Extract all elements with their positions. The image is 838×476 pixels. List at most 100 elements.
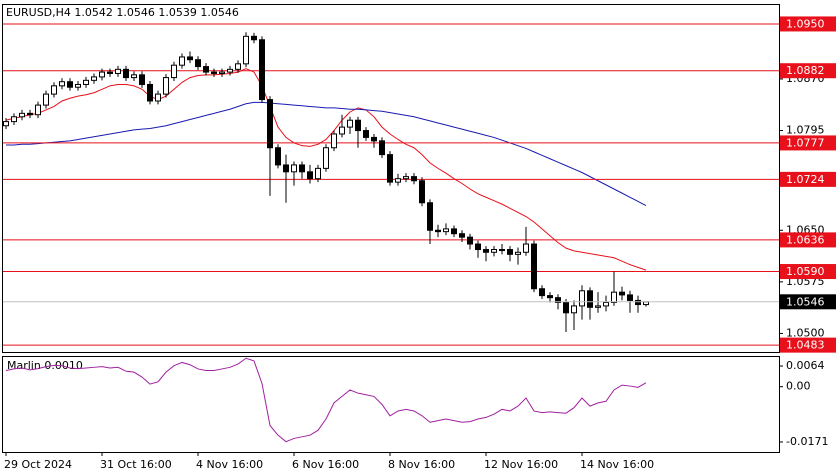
candle-body: [347, 119, 353, 128]
candle-body: [587, 290, 593, 308]
level-label: 1.0724: [786, 173, 825, 186]
candle-body: [331, 133, 337, 149]
level-label: 1.0882: [786, 64, 825, 77]
candle-body: [187, 56, 193, 61]
candle-body: [419, 180, 425, 204]
candle-body: [355, 119, 361, 132]
candle-body: [275, 147, 281, 166]
moving-average: [5, 68, 647, 271]
candle-body: [171, 64, 177, 79]
candle-body: [195, 59, 201, 68]
candle-body: [299, 164, 305, 173]
candle-body: [507, 249, 513, 255]
x-tick-label: 4 Nov 16:00: [196, 458, 263, 471]
level-label-box: [780, 337, 836, 353]
x-tick-label: 12 Nov 16:00: [484, 458, 558, 471]
candle-body: [19, 112, 25, 118]
candle-body: [219, 71, 225, 74]
candle-body: [243, 35, 249, 65]
candle-body: [475, 243, 481, 251]
candle-body: [635, 299, 641, 306]
candle-body: [259, 39, 265, 101]
candle-body: [363, 130, 369, 138]
candle-body: [443, 228, 449, 233]
level-label-box: [780, 16, 836, 32]
indicator-panel: [2, 356, 780, 453]
candle-body: [483, 249, 489, 253]
candle-body: [251, 35, 257, 41]
candle-body: [211, 71, 217, 74]
level-label: 1.0777: [786, 136, 825, 149]
candle-body: [411, 176, 417, 182]
indicator-line: [5, 357, 647, 443]
candle-body: [155, 93, 161, 102]
level-label-box: [780, 232, 836, 248]
y-tick-label: 0.0064: [786, 359, 825, 372]
candle-body: [3, 121, 9, 127]
candle-body: [499, 249, 505, 252]
candle-body: [627, 294, 633, 301]
candle-body: [323, 147, 329, 169]
candle-body: [315, 167, 321, 180]
candle-body: [203, 66, 209, 73]
candle-body: [307, 171, 313, 180]
candle-body: [371, 136, 377, 142]
candle-body: [267, 99, 273, 149]
candle-body: [539, 288, 545, 297]
candle-body: [395, 178, 401, 183]
candle-body: [139, 74, 145, 85]
candle-body: [83, 79, 89, 85]
y-tick-label: -0.0171: [786, 435, 828, 448]
candle-body: [115, 68, 121, 74]
candle-body: [67, 81, 73, 88]
candle-body: [291, 164, 297, 173]
candle-body: [571, 305, 577, 314]
x-tick-label: 14 Nov 16:00: [580, 458, 654, 471]
level-label: 1.0636: [786, 233, 825, 246]
candle-body: [611, 291, 617, 303]
candle-body: [595, 305, 601, 308]
level-label-box: [780, 171, 836, 187]
candle-body: [467, 236, 473, 245]
candle-body: [235, 63, 241, 70]
candle-body: [43, 93, 49, 106]
candle-body: [523, 243, 529, 253]
x-tick-label: 8 Nov 16:00: [388, 458, 455, 471]
indicator-title: Marlin 0.0010: [7, 359, 83, 372]
level-label: 1.0590: [786, 265, 825, 278]
candle-body: [179, 56, 185, 66]
level-label-box: [780, 135, 836, 151]
candle-body: [563, 301, 569, 314]
last-price-label: 1.0546: [786, 295, 825, 308]
candle-body: [99, 71, 105, 78]
last-price-box: [780, 294, 836, 310]
candle-body: [515, 251, 521, 255]
candle-body: [339, 126, 345, 135]
main-panel: [2, 4, 780, 353]
candle-body: [427, 202, 433, 231]
x-tick-label: 6 Nov 16:00: [292, 458, 359, 471]
candle-body: [387, 154, 393, 183]
candle-body: [283, 164, 289, 173]
candle-body: [619, 291, 625, 296]
candle-body: [11, 116, 17, 123]
candle-body: [91, 76, 97, 81]
candle-body: [547, 295, 553, 299]
level-label: 1.0483: [786, 339, 825, 352]
candle-body: [491, 249, 497, 253]
y-tick-label: 1.0500: [786, 326, 825, 339]
candle-body: [227, 68, 233, 73]
candle-body: [59, 81, 65, 87]
candle-body: [451, 228, 457, 235]
x-tick-label: 29 Oct 2024: [4, 458, 72, 471]
candle-body: [107, 71, 113, 74]
candle-body: [603, 301, 609, 307]
candle-body: [379, 140, 385, 156]
candle-body: [147, 83, 153, 102]
level-label: 1.0950: [786, 17, 825, 30]
candle-body: [435, 229, 441, 233]
x-tick-label: 31 Oct 16:00: [100, 458, 172, 471]
candle-body: [27, 112, 33, 116]
candle-body: [403, 176, 409, 180]
